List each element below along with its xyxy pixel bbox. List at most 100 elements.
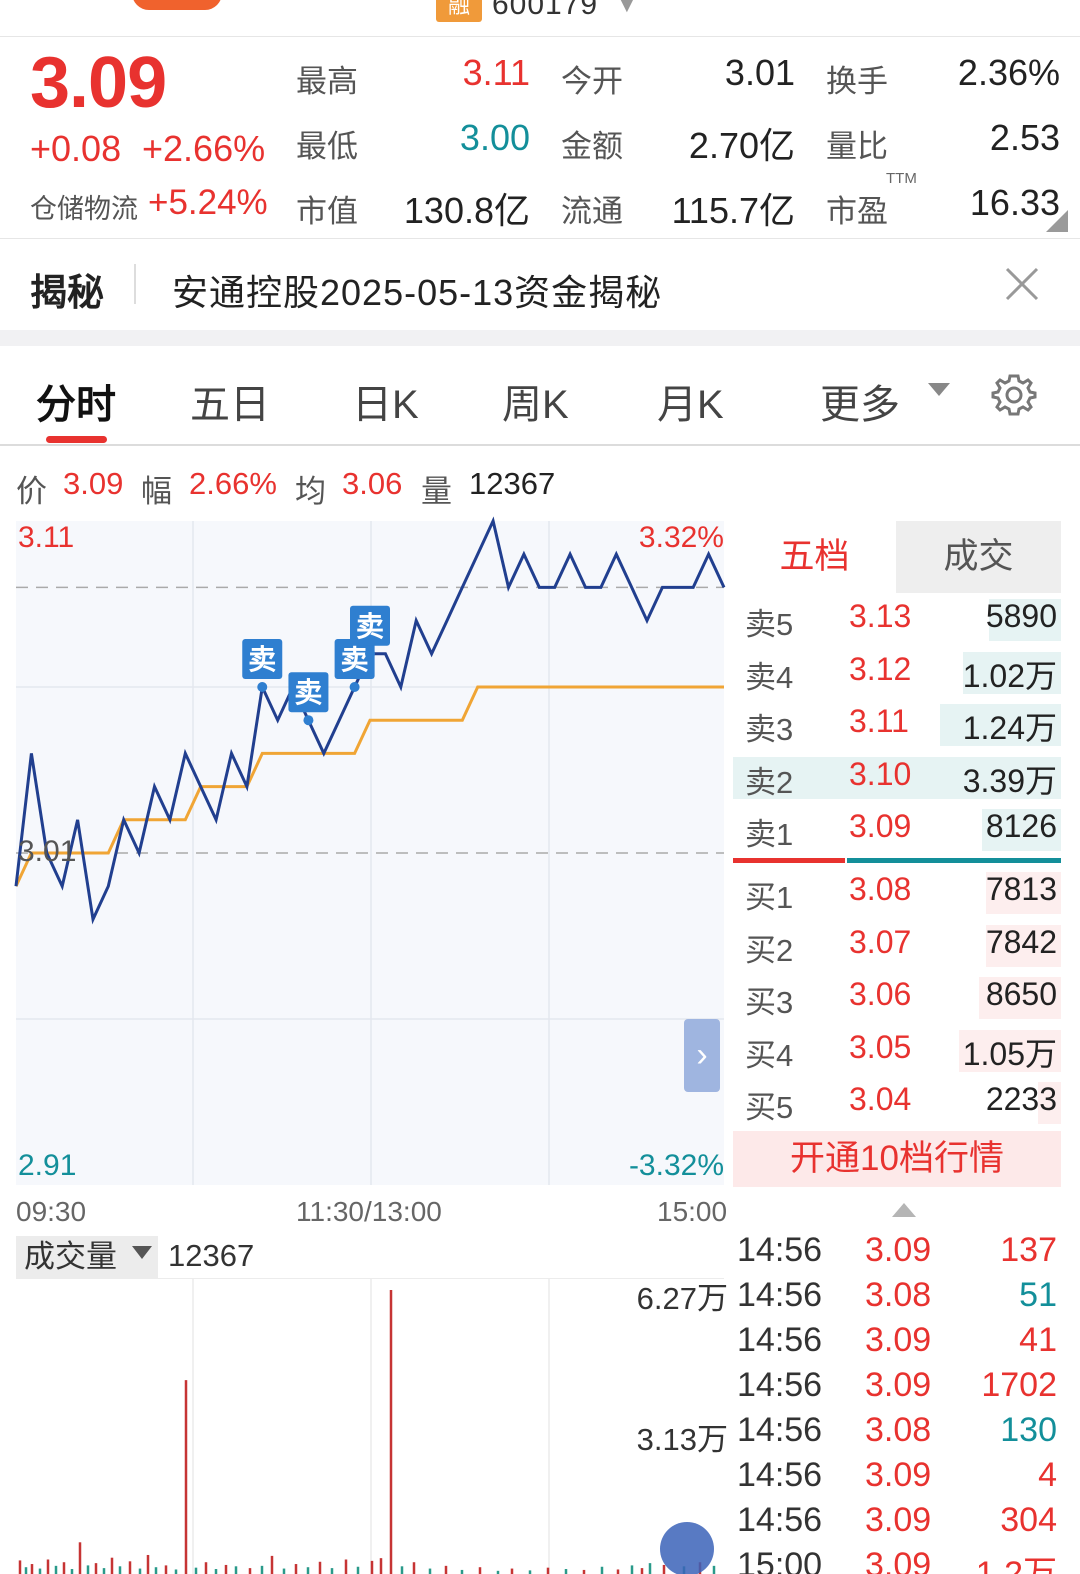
trade-price: 3.08 [865, 1411, 932, 1449]
chevron-up-icon[interactable] [892, 1203, 916, 1217]
order-row[interactable]: 卖5 3.13 5890 [733, 593, 1061, 645]
sector-name[interactable]: 仓储物流 [30, 194, 138, 224]
reveal-link[interactable]: 安通控股2025-05-13资金揭秘 [172, 272, 663, 313]
trade-volume: 41 [1019, 1321, 1057, 1359]
current-price: 3.09 [30, 43, 167, 123]
trade-row[interactable]: 14:56 3.09 1702 [737, 1366, 1061, 1411]
x-tick-open: 09:30 [16, 1196, 87, 1227]
order-volume: 7813 [985, 871, 1057, 907]
back-button[interactable] [132, 0, 222, 10]
tab-monthly-k[interactable]: 月K [657, 383, 724, 427]
chevron-down-icon[interactable]: ▼ [616, 0, 638, 17]
sector-change-pct[interactable]: +5.24% [148, 183, 268, 222]
sell-marker[interactable] [288, 672, 329, 713]
expand-corner-icon[interactable] [1046, 210, 1068, 232]
order-volume: 1.02万 [962, 657, 1057, 694]
order-level-label: 买5 [745, 1090, 794, 1125]
trade-row[interactable]: 14:56 3.08 130 [737, 1411, 1061, 1456]
trade-row[interactable]: 14:56 3.09 4 [737, 1456, 1061, 1501]
sell-marker[interactable] [350, 605, 390, 646]
order-volume-bar [982, 809, 1061, 851]
price-change: +0.08 [30, 128, 122, 169]
order-price: 3.08 [849, 871, 912, 907]
order-row[interactable]: 卖1 3.09 8126 [733, 803, 1061, 855]
floating-action-button[interactable] [660, 1522, 714, 1574]
sell-marker-dot [257, 682, 268, 692]
quote-value: 2.36% [957, 52, 1060, 93]
sell-marker-dot [349, 682, 360, 692]
order-row[interactable]: 卖3 3.11 1.24万 [733, 698, 1061, 750]
sell-marker[interactable] [242, 639, 283, 679]
trade-volume: 137 [1000, 1231, 1057, 1269]
sell-buy-split-teal [847, 858, 1061, 863]
info-range-label: 幅 [141, 474, 172, 509]
order-row[interactable]: 卖2 3.10 3.39万 [733, 751, 1061, 803]
trade-row[interactable]: 15:00 3.09 1.2万 [737, 1546, 1061, 1574]
tab-more[interactable]: 更多 [820, 383, 900, 427]
quote-label: 量比 [826, 129, 888, 164]
order-price: 3.05 [849, 1028, 912, 1065]
trade-row[interactable]: 14:56 3.09 137 [737, 1231, 1061, 1276]
order-level-label: 买1 [745, 880, 794, 915]
indicator-select[interactable]: 成交量 [16, 1236, 158, 1278]
order-price: 3.13 [849, 598, 912, 634]
order-row[interactable]: 买4 3.05 1.05万 [733, 1024, 1061, 1076]
trade-time: 14:56 [737, 1366, 823, 1404]
divider [0, 238, 1080, 239]
tab-five-day[interactable]: 五日 [190, 383, 270, 427]
trade-volume: 304 [1000, 1501, 1057, 1539]
order-row[interactable]: 买5 3.04 2233 [733, 1076, 1061, 1128]
close-icon[interactable] [1002, 264, 1042, 304]
tab-intraday[interactable]: 分时 [36, 383, 116, 427]
trade-row[interactable]: 14:56 3.08 51 [737, 1276, 1061, 1321]
sell-marker-dot [303, 715, 314, 726]
order-volume-bar [1038, 1082, 1061, 1124]
open-level10-button[interactable]: 开通10档行情 [733, 1131, 1061, 1187]
order-level-label: 买2 [745, 932, 794, 968]
tab-order-book[interactable]: 五档 [733, 521, 896, 593]
order-volume-bar [985, 872, 1061, 914]
trade-price: 3.09 [865, 1501, 932, 1539]
quote-label: 最高 [296, 64, 358, 99]
reveal-title: 揭秘 [30, 272, 104, 313]
x-tick-close: 15:00 [657, 1196, 728, 1227]
sell-buy-split-red [733, 858, 845, 863]
tab-weekly-k[interactable]: 周K [502, 383, 569, 427]
trade-volume: 1702 [981, 1366, 1057, 1404]
order-row[interactable]: 买1 3.08 7813 [733, 866, 1061, 918]
gear-icon[interactable] [991, 372, 1037, 418]
quote-value: 130.8亿 [403, 190, 530, 231]
order-volume: 7842 [985, 923, 1057, 960]
chevron-right-icon[interactable]: › [684, 1019, 720, 1092]
order-row[interactable]: 卖4 3.12 1.02万 [733, 646, 1061, 698]
order-row[interactable]: 买2 3.07 7842 [733, 919, 1061, 971]
trade-row[interactable]: 14:56 3.09 41 [737, 1321, 1061, 1366]
order-volume: 1.24万 [962, 710, 1057, 746]
order-volume: 5890 [985, 598, 1057, 634]
chevron-down-icon[interactable] [132, 1246, 152, 1259]
trade-time: 14:56 [737, 1456, 823, 1494]
order-price: 3.04 [849, 1081, 912, 1117]
tab-daily-k[interactable]: 日K [352, 383, 419, 427]
sell-marker-label: 卖 [356, 611, 384, 642]
tab-trades[interactable]: 成交 [896, 521, 1061, 593]
vol-tick-high: 6.27万 [636, 1281, 728, 1316]
divider [134, 264, 136, 304]
quote-value: 115.7亿 [671, 190, 795, 231]
stock-code[interactable]: 600179 [492, 0, 599, 21]
order-volume: 2233 [985, 1081, 1057, 1117]
sell-marker-dot [365, 648, 375, 659]
trade-time: 14:56 [737, 1501, 823, 1539]
series-avg-price [14, 685, 724, 887]
chevron-down-icon[interactable] [928, 383, 950, 396]
sell-marker[interactable] [334, 639, 375, 679]
order-volume-bar [988, 599, 1061, 641]
order-row[interactable]: 买3 3.06 8650 [733, 971, 1061, 1023]
trade-row[interactable]: 14:56 3.09 304 [737, 1501, 1061, 1546]
order-volume: 3.39万 [962, 762, 1057, 799]
order-price: 3.11 [849, 703, 909, 739]
trade-price: 3.09 [865, 1321, 932, 1359]
quote-value: 2.70亿 [688, 125, 795, 166]
trade-time: 14:56 [737, 1276, 823, 1314]
